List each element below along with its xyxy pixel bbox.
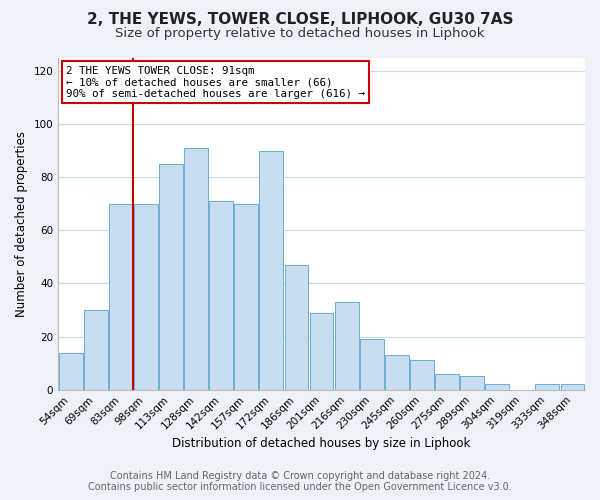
Bar: [360, 339, 383, 390]
Bar: [385, 355, 409, 390]
Text: 2 THE YEWS TOWER CLOSE: 91sqm
← 10% of detached houses are smaller (66)
90% of s: 2 THE YEWS TOWER CLOSE: 91sqm ← 10% of d…: [66, 66, 365, 99]
Bar: [535, 384, 559, 390]
Bar: [209, 201, 233, 390]
Bar: [435, 374, 459, 390]
Text: Size of property relative to detached houses in Liphook: Size of property relative to detached ho…: [115, 28, 485, 40]
Bar: [259, 150, 283, 390]
Bar: [84, 310, 108, 390]
Bar: [560, 384, 584, 390]
X-axis label: Distribution of detached houses by size in Liphook: Distribution of detached houses by size …: [172, 437, 471, 450]
Bar: [59, 352, 83, 390]
Bar: [410, 360, 434, 390]
Text: 2, THE YEWS, TOWER CLOSE, LIPHOOK, GU30 7AS: 2, THE YEWS, TOWER CLOSE, LIPHOOK, GU30 …: [87, 12, 513, 28]
Bar: [159, 164, 183, 390]
Bar: [235, 204, 258, 390]
Bar: [109, 204, 133, 390]
Bar: [184, 148, 208, 390]
Bar: [335, 302, 359, 390]
Bar: [134, 204, 158, 390]
Bar: [485, 384, 509, 390]
Bar: [310, 312, 334, 390]
Y-axis label: Number of detached properties: Number of detached properties: [15, 130, 28, 316]
Text: Contains HM Land Registry data © Crown copyright and database right 2024.
Contai: Contains HM Land Registry data © Crown c…: [88, 471, 512, 492]
Bar: [460, 376, 484, 390]
Bar: [284, 265, 308, 390]
